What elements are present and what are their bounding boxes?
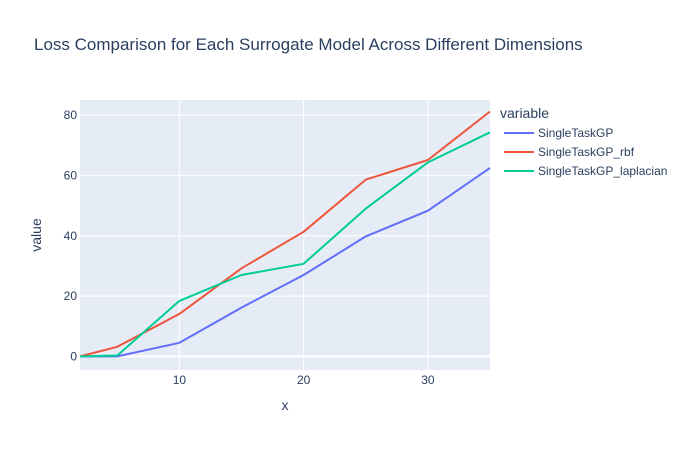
x-tick-label: 10 <box>173 373 187 387</box>
legend: variable SingleTaskGPSingleTaskGP_rbfSin… <box>500 105 667 178</box>
chart-title: Loss Comparison for Each Surrogate Model… <box>34 35 583 54</box>
legend-label: SingleTaskGP_laplacian <box>538 164 667 178</box>
y-tick-label: 40 <box>64 229 78 243</box>
legend-title: variable <box>500 105 549 121</box>
y-tick-label: 0 <box>70 349 77 363</box>
plot-area <box>80 100 490 370</box>
gridlines <box>80 100 490 370</box>
y-axis-label: value <box>28 218 44 252</box>
legend-items: SingleTaskGP SingleTaskGP_rbf SingleTaskGP… <box>504 126 667 178</box>
series-lines <box>79 110 491 358</box>
legend-label: SingleTaskGP <box>538 126 613 140</box>
x-tick-label: 30 <box>421 373 435 387</box>
x-tick-label: 20 <box>297 373 311 387</box>
series-line-singletaskgp-rbf <box>79 110 491 358</box>
x-axis-label: x <box>282 397 289 413</box>
x-axis-ticks: 10 20 30 <box>173 373 435 387</box>
y-tick-label: 20 <box>64 289 78 303</box>
y-tick-label: 60 <box>64 168 78 182</box>
y-tick-label: 80 <box>64 108 78 122</box>
series-line-singletaskgp-laplacian <box>79 131 491 358</box>
y-axis-ticks: 0 20 40 60 80 <box>64 108 78 363</box>
series-line-singletaskgp <box>80 167 491 358</box>
legend-label: SingleTaskGP_rbf <box>538 145 635 159</box>
